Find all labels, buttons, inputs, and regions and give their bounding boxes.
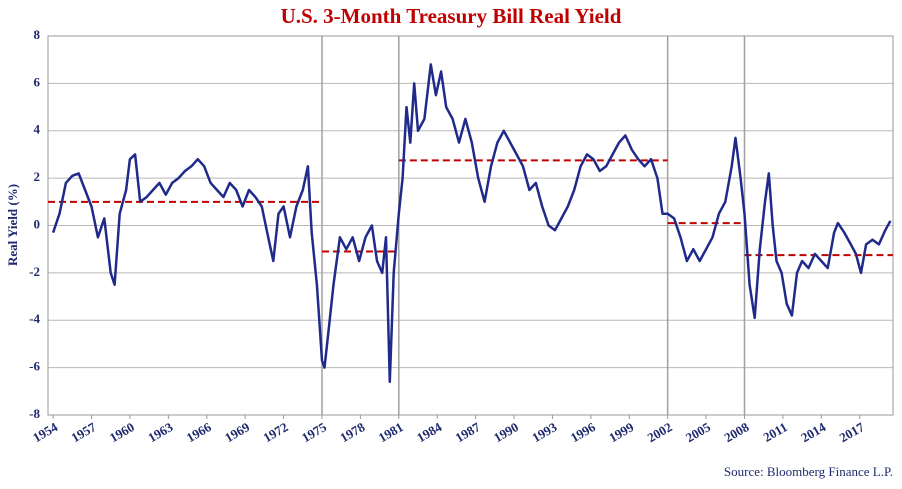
y-tick-label: 8 bbox=[34, 27, 41, 42]
x-tick-label: 1996 bbox=[568, 419, 598, 445]
y-tick-label: 6 bbox=[34, 74, 41, 89]
x-tick-label: 1966 bbox=[184, 419, 214, 445]
x-tick-label: 1987 bbox=[453, 419, 483, 445]
x-tick-label: 1999 bbox=[606, 419, 636, 445]
x-tick-label: 1975 bbox=[299, 419, 329, 445]
y-tick-label: 2 bbox=[34, 169, 41, 184]
x-tick-label: 2005 bbox=[683, 419, 713, 445]
y-tick-label: 4 bbox=[34, 122, 41, 137]
x-tick-label: 1969 bbox=[222, 419, 252, 445]
x-tick-label: 1984 bbox=[414, 419, 444, 445]
x-tick-label: 1960 bbox=[107, 419, 137, 445]
x-tick-label: 2017 bbox=[837, 419, 867, 445]
source-note: Source: Bloomberg Finance L.P. bbox=[724, 464, 893, 479]
x-tick-label: 1963 bbox=[145, 419, 175, 445]
y-tick-label: -4 bbox=[29, 311, 40, 326]
y-tick-label: 0 bbox=[34, 216, 41, 231]
x-tick-label: 1993 bbox=[529, 419, 559, 445]
x-tick-label: 2002 bbox=[645, 419, 675, 445]
x-tick-label: 2014 bbox=[798, 419, 828, 445]
x-tick-label: 1990 bbox=[491, 419, 521, 445]
yield-line bbox=[51, 63, 892, 384]
x-tick-label: 2011 bbox=[760, 419, 789, 445]
chart-title: U.S. 3-Month Treasury Bill Real Yield bbox=[281, 4, 622, 28]
x-tick-label: 1978 bbox=[337, 419, 367, 445]
plot-border bbox=[47, 35, 894, 416]
x-tick-label: 1957 bbox=[69, 419, 99, 445]
y-tick-label: -8 bbox=[29, 406, 40, 421]
x-tick-label: 1954 bbox=[30, 419, 60, 445]
x-tick-label: 2008 bbox=[721, 419, 751, 445]
x-tick-label: 1981 bbox=[376, 419, 406, 445]
y-tick-label: -6 bbox=[29, 359, 40, 374]
y-tick-label: -2 bbox=[29, 264, 40, 279]
x-tick-label: 1972 bbox=[261, 419, 291, 445]
y-axis-label: Real Yield (%) bbox=[5, 184, 20, 266]
